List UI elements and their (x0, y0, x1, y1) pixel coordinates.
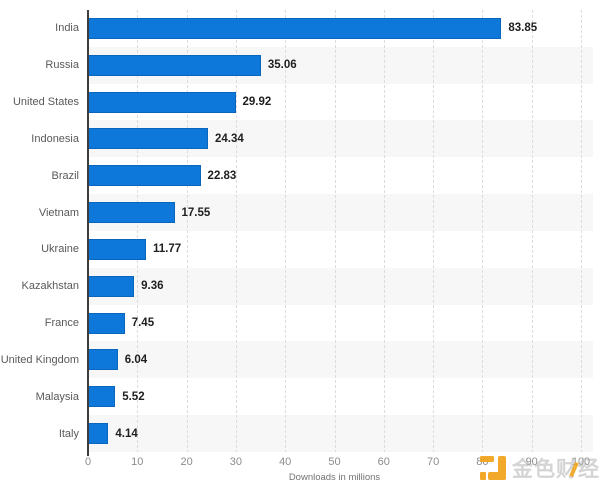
gridline (531, 10, 533, 452)
row-stripes (88, 10, 593, 452)
value-label: 17.55 (181, 206, 211, 219)
x-tick-label: 90 (525, 456, 538, 468)
x-tick-label: 40 (279, 456, 292, 468)
bar-row: 17.55 (88, 194, 593, 231)
bar-row: 6.04 (88, 341, 593, 378)
value-label: 11.77 (153, 243, 182, 256)
bar-row: 11.77 (88, 231, 593, 268)
value-label: 9.36 (141, 280, 164, 293)
bars: 83.85 35.06 29.92 24.34 22.83 17.55 11.77 9.36 7… (88, 10, 593, 452)
value-label: 7.45 (131, 317, 155, 330)
category-label: India (55, 22, 79, 35)
x-axis-title: Downloads in millions (288, 472, 381, 483)
bar[interactable] (88, 423, 109, 445)
bar[interactable] (88, 202, 175, 224)
category-label: United Kingdom (0, 353, 79, 366)
category-label: Italy (58, 427, 79, 440)
category-label: France (44, 317, 79, 330)
gridlines (88, 10, 593, 452)
category-label: United States (12, 96, 79, 109)
value-label: 35.06 (267, 59, 297, 72)
gridline (235, 10, 237, 452)
x-tick-label: 60 (377, 456, 390, 468)
value-label: 83.85 (508, 22, 538, 35)
bar-row: 24.34 (88, 120, 593, 157)
bar[interactable] (88, 91, 236, 113)
gridline (137, 10, 139, 452)
bar[interactable] (88, 386, 116, 408)
x-tick-label: 50 (328, 456, 341, 468)
category-label: Russia (45, 59, 79, 72)
category-label: Brazil (51, 169, 79, 182)
bar[interactable] (88, 17, 502, 39)
bar-row: 35.06 (88, 47, 593, 84)
bar[interactable] (88, 275, 135, 297)
bar-row: 29.92 (88, 84, 593, 121)
value-label: 24.34 (214, 132, 244, 145)
x-tick-label: 70 (426, 456, 440, 468)
x-tick-label: 10 (131, 456, 144, 468)
watermark-text: 金色财经 (512, 458, 600, 481)
bar-row: 9.36 (88, 268, 593, 305)
row-stripe (88, 267, 593, 305)
bar-row: 22.83 (88, 157, 593, 194)
category-label: Kazakhstan (21, 280, 79, 293)
category-label: Ukraine (41, 243, 79, 256)
category-label: Indonesia (31, 132, 79, 145)
gridline (285, 10, 287, 452)
category-labels: India Russia United States Indonesia Brazil V… (0, 10, 88, 452)
category-label: Malaysia (35, 390, 79, 403)
y-axis-line (87, 10, 89, 456)
bar[interactable] (88, 165, 201, 187)
plot-area: 83.85 35.06 29.92 24.34 22.83 17.55 11.77 9.36 7… (88, 10, 593, 452)
value-label: 4.14 (115, 427, 138, 440)
gridline (482, 10, 484, 452)
x-tick-label: 30 (229, 456, 243, 468)
x-tick-label: 0 (84, 456, 92, 468)
value-label: 29.92 (242, 96, 272, 109)
bar-row: 7.45 (88, 305, 593, 342)
bar-row: 5.52 (88, 378, 593, 415)
bar[interactable] (88, 238, 147, 260)
bar[interactable] (88, 349, 118, 371)
gridline (334, 10, 336, 452)
row-stripe (88, 341, 593, 379)
row-stripe (88, 415, 593, 452)
value-label: 6.04 (124, 353, 148, 366)
bar[interactable] (88, 312, 125, 334)
bar-row: 83.85 (88, 10, 593, 47)
value-label: 5.52 (122, 390, 145, 403)
jinse-finance-logo-icon (480, 456, 506, 480)
gridline (433, 10, 435, 452)
bar-row: 4.14 (88, 415, 593, 452)
bar[interactable] (88, 54, 261, 76)
gridline (383, 10, 385, 452)
value-label: 22.83 (207, 169, 237, 182)
gridline (186, 10, 188, 452)
x-tick-label: 20 (180, 456, 193, 468)
watermark: 金色财经 (480, 453, 600, 483)
bar[interactable] (88, 128, 208, 150)
gridline (581, 10, 582, 452)
category-label: Vietnam (38, 206, 79, 219)
